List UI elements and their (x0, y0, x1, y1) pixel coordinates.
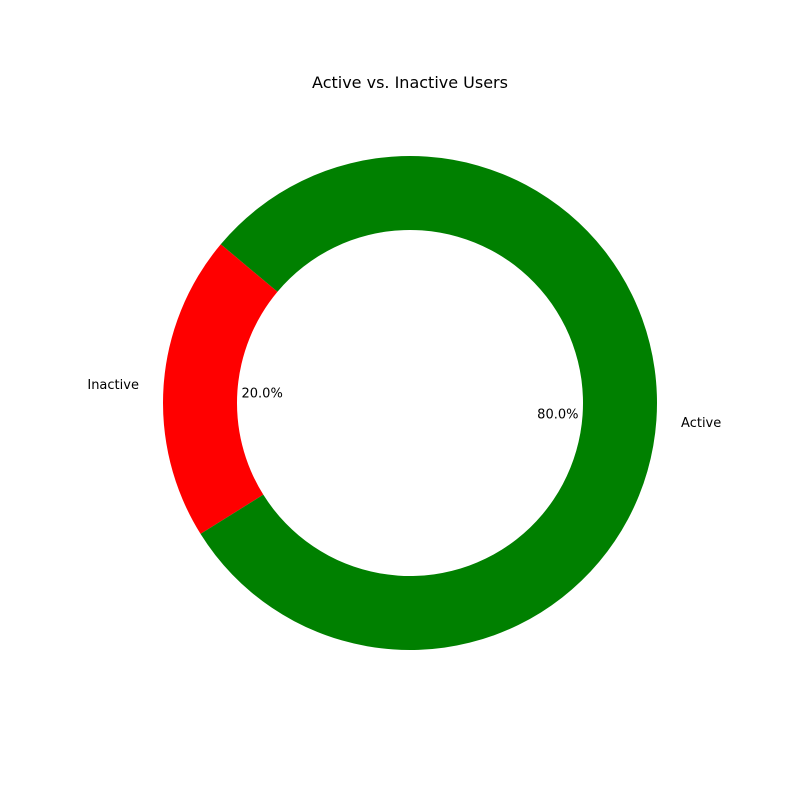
slice-label-active: Active (681, 416, 721, 431)
labels-layer: Inactive 20.0% Active 80.0% (87, 378, 721, 431)
slice-label-inactive: Inactive (87, 378, 139, 393)
slice-active (200, 155, 658, 650)
slice-inactive (163, 244, 278, 534)
pct-label-active: 80.0% (537, 407, 578, 422)
slices-layer (163, 155, 658, 650)
chart-title: Active vs. Inactive Users (312, 73, 508, 92)
pct-label-inactive: 20.0% (242, 387, 283, 402)
